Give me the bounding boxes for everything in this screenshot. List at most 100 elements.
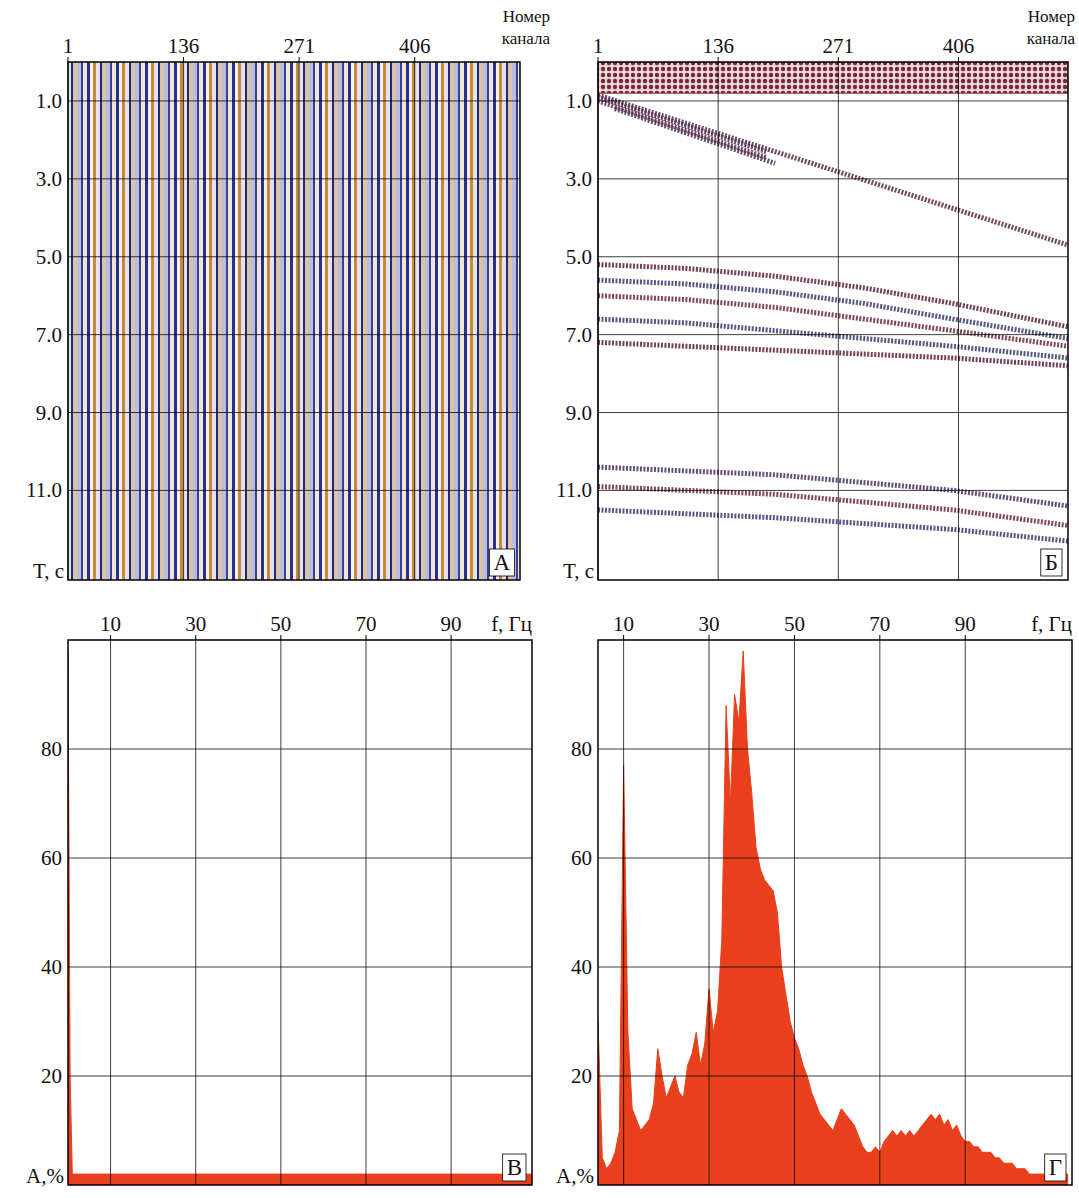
x-axis-title-line: Номер — [1028, 7, 1075, 26]
panel-letter: В — [507, 1155, 522, 1180]
grid-line-y — [598, 749, 1072, 750]
plot-area — [598, 640, 1072, 1185]
grid-line-y — [598, 178, 1068, 179]
x-axis-title-line: канала — [502, 29, 551, 48]
grid-line-y — [68, 334, 520, 335]
y-tick-label: 40 — [571, 955, 592, 979]
panel-letter-box — [489, 549, 514, 576]
y-tick-label: 5.0 — [36, 245, 62, 269]
x-tick-label: 136 — [702, 34, 734, 58]
grid-line-y — [68, 749, 532, 750]
plot-area — [68, 62, 520, 580]
x-axis-title: f, Гц — [1031, 612, 1072, 636]
x-tick-label: 271 — [283, 34, 315, 58]
x-tick — [598, 57, 599, 62]
grid-line-x — [299, 62, 300, 580]
x-tick — [794, 635, 795, 640]
x-tick — [958, 57, 959, 62]
grid-line-y — [68, 858, 532, 859]
grid-line-y — [598, 490, 1068, 491]
plot-frame — [68, 62, 520, 580]
grid-line-x — [879, 640, 880, 1185]
x-tick-label: 10 — [613, 612, 634, 636]
x-tick — [110, 635, 111, 640]
panel-letter: Б — [1045, 550, 1058, 575]
x-tick — [879, 635, 880, 640]
seismic-event — [598, 510, 1068, 541]
grid-line-y — [68, 256, 520, 257]
plot-area — [598, 62, 1068, 580]
x-tick-label: 90 — [955, 612, 976, 636]
x-axis-title: Номер канала — [1027, 7, 1076, 48]
x-tick — [299, 57, 300, 62]
x-tick — [623, 635, 624, 640]
panel-letter-box — [1045, 1154, 1066, 1181]
plot-area — [68, 640, 532, 1185]
y-tick-label: 1.0 — [566, 89, 592, 113]
spectrum-area — [598, 651, 1068, 1185]
y-tick-label: 7.0 — [36, 323, 62, 347]
x-tick-label: 10 — [100, 612, 121, 636]
grid-line-x — [718, 62, 719, 580]
grid-line-x — [709, 640, 710, 1185]
x-axis-title-line: канала — [1027, 29, 1076, 48]
grid-line-y — [68, 967, 532, 968]
grid-line-x — [195, 640, 196, 1185]
plot-frame — [598, 640, 1072, 1185]
grid-line-y — [68, 412, 520, 413]
panel-letter-box — [1041, 549, 1062, 576]
grid-line-x — [451, 640, 452, 1185]
grid-line-y — [598, 967, 1072, 968]
y-tick-label: 11.0 — [26, 478, 62, 502]
y-tick-label: 9.0 — [36, 401, 62, 425]
grid-line-y — [598, 412, 1068, 413]
x-tick — [414, 57, 415, 62]
grid-line-y — [68, 490, 520, 491]
panel-letter: Г — [1049, 1155, 1062, 1180]
y-tick-label: 40 — [41, 955, 62, 979]
seismic-event — [598, 280, 1068, 338]
y-tick-label: 20 — [571, 1064, 592, 1088]
y-tick-label: 7.0 — [566, 323, 592, 347]
grid-line-x — [958, 62, 959, 580]
x-axis-title-line: Номер — [503, 7, 550, 26]
y-tick-label: 80 — [41, 737, 62, 761]
x-tick — [451, 635, 452, 640]
x-tick — [709, 635, 710, 640]
y-tick-label: 60 — [571, 846, 592, 870]
grid-line-y — [598, 858, 1072, 859]
y-axis-title: A,% — [556, 1164, 594, 1188]
x-axis-title: f, Гц — [491, 612, 532, 636]
noise-background — [68, 62, 520, 580]
x-tick-label: 406 — [943, 34, 975, 58]
grid-line-y — [598, 334, 1068, 335]
x-tick-label: 90 — [441, 612, 462, 636]
grid-line-x — [280, 640, 281, 1185]
grid-line-y — [68, 1076, 532, 1077]
grid-line-x — [838, 62, 839, 580]
figure: 1 136 271 406 1.0 3.0 5.0 7.0 9.0 11.0 Номер канала… — [0, 0, 1079, 1198]
seismic-event — [598, 97, 766, 152]
plot-background — [598, 640, 1072, 1185]
grid-line-x — [414, 62, 415, 580]
x-tick-label: 271 — [823, 34, 855, 58]
y-tick-label: 9.0 — [566, 401, 592, 425]
x-tick-label: 30 — [699, 612, 720, 636]
y-tick-label: 20 — [41, 1064, 62, 1088]
y-tick-label: 3.0 — [566, 167, 592, 191]
grid-line-x — [794, 640, 795, 1185]
grid-line-x — [110, 640, 111, 1185]
grid-line-y — [598, 100, 1068, 101]
grid-line-y — [68, 100, 520, 101]
seismic-event — [615, 109, 775, 164]
x-tick — [838, 57, 839, 62]
noise-band — [598, 62, 1068, 93]
x-tick-label: 50 — [784, 612, 805, 636]
plot-background — [598, 62, 1068, 580]
x-tick-label: 1 — [593, 34, 604, 58]
grid-line-y — [598, 256, 1068, 257]
grid-line-x — [623, 640, 624, 1185]
y-axis-title: T, с — [33, 559, 64, 583]
y-tick-label: 60 — [41, 846, 62, 870]
y-tick-label: 3.0 — [36, 167, 62, 191]
